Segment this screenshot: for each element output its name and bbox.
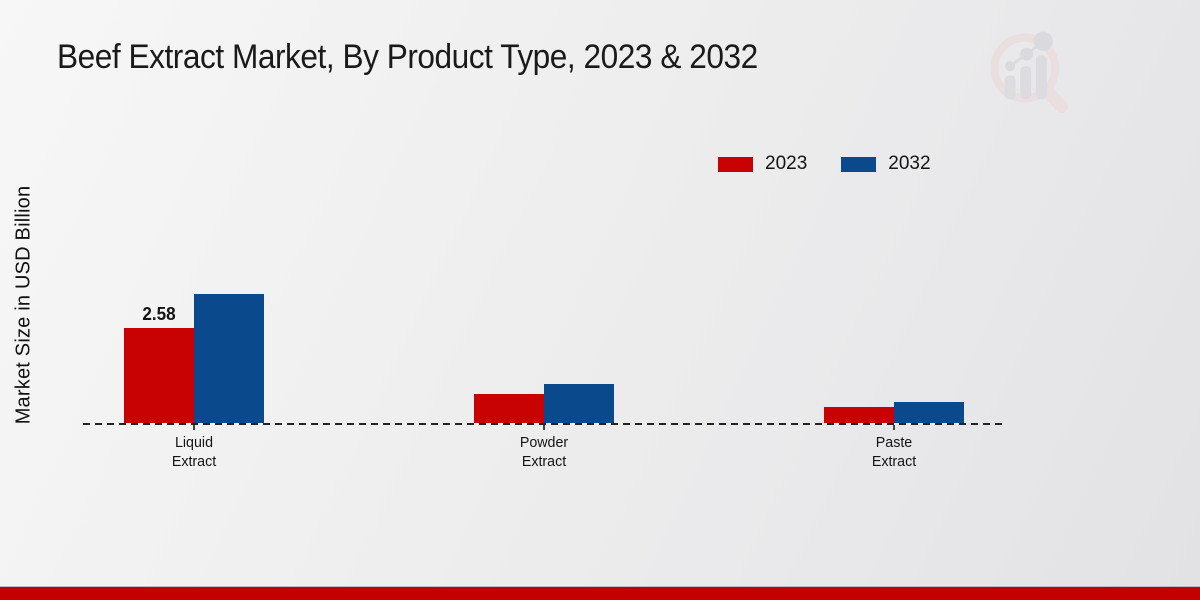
x-axis-baseline (83, 423, 1007, 425)
bar-2032-paste-extract (894, 402, 964, 423)
footer-accent-bar (0, 587, 1200, 600)
legend: 2023 2032 (718, 153, 931, 175)
magnifier-bar-chart-logo (990, 31, 1069, 114)
data-label-liquid-extract-2023: 2.58 (142, 304, 176, 324)
category-label-paste-extract: Paste Extract (871, 434, 917, 470)
x-axis-tick (193, 425, 195, 430)
x-axis-tick (893, 425, 895, 430)
bar-2023-paste-extract (824, 407, 894, 423)
chart-title: Beef Extract Market, By Product Type, 20… (57, 38, 758, 76)
legend-label-2023: 2023 (765, 153, 808, 174)
legend-item-2032: 2032 (841, 153, 931, 175)
bar-2023-liquid-extract (124, 328, 194, 423)
legend-item-2023: 2023 (718, 153, 807, 175)
category-label-liquid-extract: Liquid Extract (171, 434, 217, 470)
bar-2032-liquid-extract (194, 294, 264, 423)
legend-swatch-2032 (841, 156, 877, 172)
y-axis-label: Market Size in USD Billion (12, 185, 35, 425)
category-label-powder-extract: Powder Extract (519, 434, 569, 470)
legend-swatch-2023 (718, 156, 753, 172)
legend-label-2032: 2032 (888, 153, 931, 174)
bar-2023-powder-extract (474, 394, 544, 423)
x-axis-tick (543, 425, 545, 430)
bar-2032-powder-extract (544, 384, 614, 423)
